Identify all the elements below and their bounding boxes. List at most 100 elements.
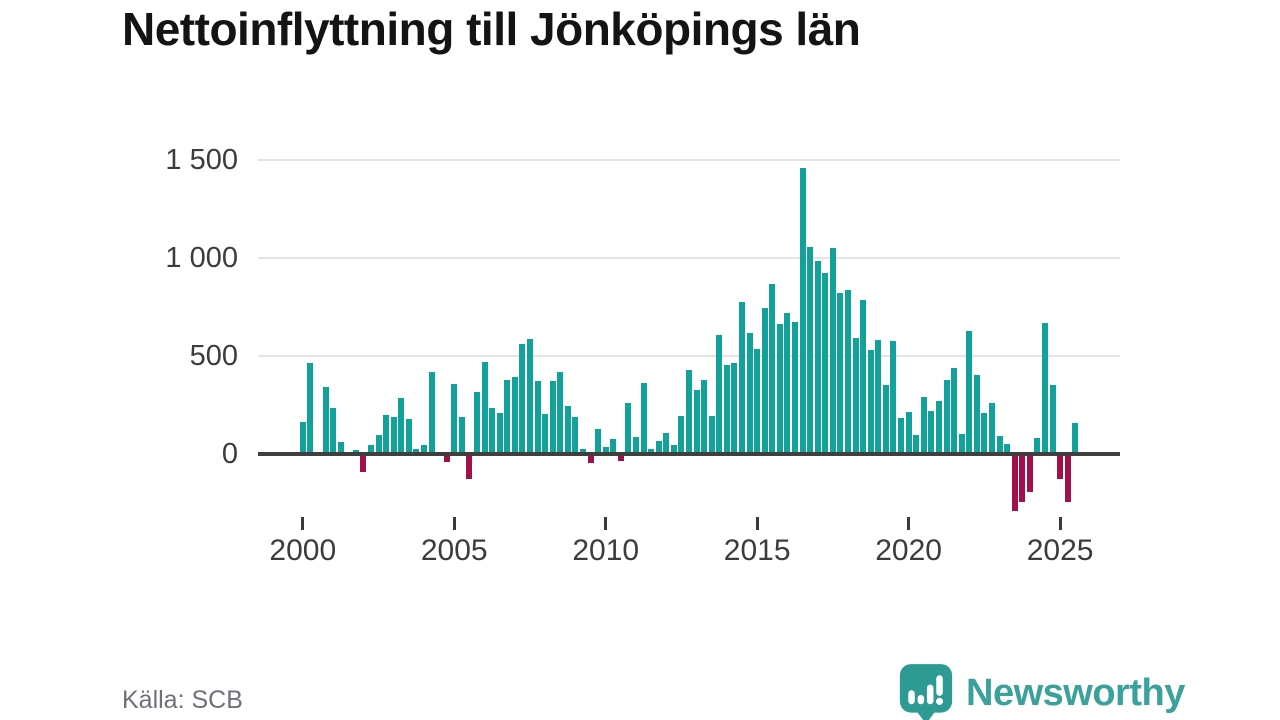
- x-axis-tick: [1058, 517, 1062, 530]
- x-axis-tick-label: 2020: [875, 534, 942, 567]
- bar-2012Q3: [678, 415, 685, 454]
- bar-2010Q4: [625, 402, 632, 454]
- bar-2019Q2: [882, 385, 889, 454]
- bar-2005Q4: [473, 392, 480, 454]
- bar-2007Q3: [526, 339, 533, 454]
- bar-2012Q2: [670, 445, 677, 454]
- bar-2017Q1: [814, 261, 821, 454]
- bar-2010Q3: [617, 454, 624, 462]
- bar-2021Q2: [943, 380, 950, 454]
- x-axis-tick: [755, 517, 759, 530]
- bar-2003Q4: [413, 449, 420, 454]
- bar-2005Q3: [466, 454, 473, 479]
- bar-2006Q2: [489, 407, 496, 454]
- y-gridline: [258, 355, 1120, 357]
- x-axis-tick: [907, 517, 911, 530]
- bar-2020Q1: [905, 412, 912, 454]
- y-gridline: [258, 159, 1120, 161]
- bar-2017Q3: [829, 248, 836, 454]
- y-gridline: [258, 257, 1120, 259]
- bar-2003Q2: [398, 397, 405, 454]
- bar-2013Q1: [693, 390, 700, 454]
- bar-2014Q4: [746, 333, 753, 454]
- bar-2019Q4: [898, 417, 905, 454]
- newsworthy-logo: Newsworthy: [898, 662, 1185, 720]
- bar-2022Q3: [981, 412, 988, 454]
- bar-2018Q1: [845, 290, 852, 454]
- y-axis-tick-label: 0: [221, 438, 238, 470]
- bar-2010Q1: [602, 447, 609, 454]
- y-axis-tick-label: 1 000: [165, 242, 238, 274]
- bar-2020Q2: [913, 435, 920, 454]
- bar-2011Q3: [648, 448, 655, 454]
- bar-2021Q1: [935, 400, 942, 454]
- logo-exclamation-dot-icon: [935, 697, 944, 705]
- source-label: Källa: SCB: [122, 686, 243, 714]
- bar-2020Q3: [920, 396, 927, 454]
- bar-2008Q2: [549, 380, 556, 454]
- bar-2023Q2: [1004, 444, 1011, 454]
- bar-2024Q1: [1026, 454, 1033, 492]
- bar-2013Q2: [701, 379, 708, 454]
- x-axis-tick: [604, 517, 608, 530]
- bar-2012Q1: [663, 433, 670, 454]
- bar-2023Q1: [996, 435, 1003, 454]
- bar-2008Q1: [542, 413, 549, 454]
- logo-bar-icon: [917, 694, 925, 705]
- bar-2018Q4: [867, 349, 874, 454]
- bar-2021Q4: [958, 434, 965, 454]
- bar-2019Q3: [890, 340, 897, 454]
- bar-2015Q4: [776, 323, 783, 454]
- bar-2022Q1: [966, 330, 973, 454]
- bar-2016Q2: [792, 322, 799, 454]
- bar-2008Q4: [564, 405, 571, 454]
- bar-2013Q3: [708, 416, 715, 454]
- bar-2023Q4: [1019, 454, 1026, 503]
- bar-2003Q3: [405, 418, 412, 454]
- bar-2006Q4: [504, 380, 511, 454]
- bar-2003Q1: [390, 416, 397, 454]
- bar-2005Q1: [451, 384, 458, 454]
- chart-title: Nettoinflyttning till Jönköpings län: [122, 3, 861, 55]
- bar-2024Q4: [1049, 385, 1056, 454]
- bar-2012Q4: [686, 370, 693, 454]
- y-axis-tick-label: 500: [189, 340, 238, 372]
- bar-2002Q2: [367, 444, 374, 454]
- bar-2007Q2: [519, 344, 526, 454]
- bar-2014Q3: [739, 301, 746, 454]
- newsworthy-wordmark: Newsworthy: [966, 671, 1185, 714]
- x-axis-tick-label: 2005: [420, 534, 488, 567]
- y-axis-tick-label: 1 500: [165, 144, 238, 176]
- bar-2002Q4: [383, 414, 390, 454]
- x-axis-tick-label: 2010: [572, 534, 640, 567]
- bar-2022Q2: [973, 375, 980, 454]
- bar-2018Q2: [852, 337, 859, 454]
- x-axis-tick-label: 2000: [269, 534, 337, 567]
- newsworthy-bubble-chart-icon: [899, 664, 953, 720]
- bar-2002Q3: [375, 435, 382, 454]
- bar-2000Q2: [307, 362, 314, 454]
- x-axis-tick-label: 2025: [1026, 534, 1094, 567]
- bar-2024Q3: [1041, 323, 1048, 454]
- bar-2001Q1: [330, 407, 337, 454]
- bar-2009Q2: [580, 448, 586, 454]
- x-axis-tick: [452, 517, 456, 530]
- bar-2016Q1: [784, 313, 791, 454]
- bar-2017Q2: [822, 272, 829, 454]
- x-axis-tick: [301, 517, 305, 530]
- bar-2009Q3: [587, 454, 594, 463]
- bar-2007Q1: [511, 376, 518, 454]
- bar-2015Q1: [754, 349, 761, 454]
- bar-2002Q1: [360, 454, 367, 473]
- bar-2011Q2: [640, 383, 647, 454]
- bar-2018Q3: [860, 299, 867, 454]
- bar-2011Q1: [633, 436, 639, 454]
- logo-exclamation-icon: [936, 675, 943, 696]
- bar-2013Q4: [716, 334, 723, 454]
- bar-2008Q3: [557, 371, 564, 454]
- bar-2025Q1: [1057, 454, 1064, 480]
- bar-2006Q1: [481, 361, 488, 454]
- bar-2022Q4: [988, 402, 995, 454]
- bar-2015Q2: [761, 307, 768, 454]
